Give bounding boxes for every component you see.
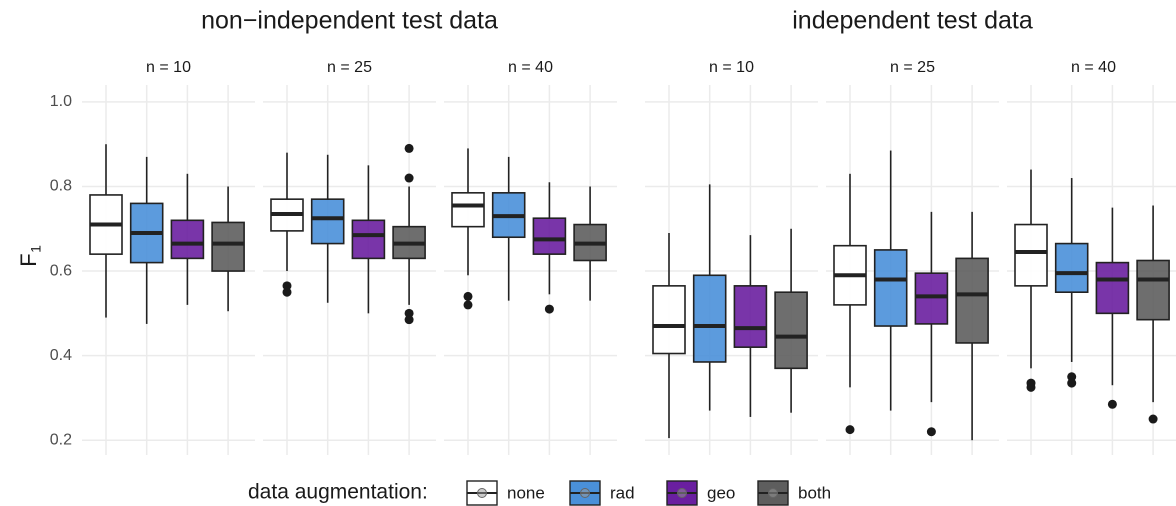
box [955, 257, 989, 344]
y-axis-label-subscript: 1 [28, 245, 44, 253]
box [211, 221, 245, 272]
outlier [404, 173, 414, 183]
y-axis-label: F [16, 253, 41, 266]
box [170, 219, 205, 260]
box [692, 274, 727, 363]
group-title: non−independent test data [201, 7, 498, 35]
box [1095, 261, 1130, 315]
outlier [282, 287, 292, 297]
legend-label: none [507, 483, 545, 502]
outlier [1107, 399, 1117, 409]
y-tick-label: 0.2 [50, 431, 72, 448]
legend-key-point [768, 488, 778, 498]
outlier [404, 315, 414, 325]
box [873, 249, 908, 327]
panel-title: n = 40 [508, 59, 553, 76]
legend-title: data augmentation: [248, 481, 428, 504]
legend-label: rad [610, 483, 635, 502]
panel-title: n = 25 [327, 59, 372, 76]
box [451, 192, 485, 228]
outlier [926, 427, 936, 437]
outlier [544, 304, 554, 314]
y-tick-label: 0.8 [50, 178, 72, 195]
legend-key-point [677, 488, 687, 498]
panel-title: n = 10 [146, 59, 191, 76]
y-tick-label: 0.6 [50, 262, 72, 279]
legend-label: both [798, 483, 831, 502]
legend-key-point [477, 488, 487, 498]
box [1054, 242, 1089, 293]
box [532, 217, 567, 255]
outlier [463, 300, 473, 310]
legend-label: geo [707, 483, 735, 502]
group-title: independent test data [792, 7, 1033, 35]
outlier [845, 425, 855, 435]
box [1136, 259, 1170, 321]
outlier [463, 291, 473, 301]
box [310, 198, 345, 245]
box [774, 291, 808, 370]
outlier [1148, 414, 1158, 424]
outlier [1026, 382, 1036, 392]
outlier [404, 308, 414, 318]
outlier [1067, 372, 1077, 382]
box [914, 272, 949, 325]
box [733, 285, 768, 348]
box [652, 285, 686, 355]
outlier [282, 281, 292, 291]
y-tick-label: 1.0 [50, 93, 72, 110]
y-tick-label: 0.4 [50, 347, 72, 364]
outlier [404, 143, 414, 153]
legend-key-point [580, 488, 590, 498]
outlier [1067, 378, 1077, 388]
panel-title: n = 40 [1071, 59, 1116, 76]
panel-title: n = 25 [890, 59, 935, 76]
box [351, 219, 386, 260]
box [1014, 223, 1048, 287]
panel-title: n = 10 [709, 59, 754, 76]
